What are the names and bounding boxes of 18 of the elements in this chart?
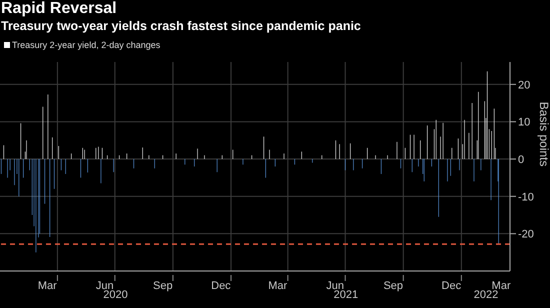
chart-title: Rapid Reversal bbox=[1, 0, 117, 18]
y-tick-label: 10 bbox=[518, 116, 530, 129]
y-tick-label: -20 bbox=[518, 228, 534, 241]
y-tick-label: 0 bbox=[518, 154, 524, 166]
x-tick-label: Sep bbox=[153, 280, 173, 292]
y-axis-title: Basis points bbox=[536, 102, 550, 166]
x2-tick-label: 2020 bbox=[103, 288, 128, 301]
x2-tick-label: 2022 bbox=[474, 288, 498, 301]
y-tick-label: 20 bbox=[518, 79, 530, 92]
x2-tick-label: 2021 bbox=[334, 288, 358, 301]
x-tick-label: Mar bbox=[268, 280, 288, 292]
legend-label: Treasury 2-year yield, 2-day changes bbox=[11, 40, 160, 50]
x-tick-label: Dec bbox=[442, 280, 462, 292]
chart-subtitle: Treasury two-year yields crash fastest since pandemic panic bbox=[1, 19, 361, 33]
y-tick-label: -10 bbox=[518, 191, 534, 204]
x-tick-label: Sep bbox=[383, 280, 404, 292]
x-tick-label: Dec bbox=[211, 280, 232, 292]
x-tick-label: Mar bbox=[38, 280, 58, 292]
